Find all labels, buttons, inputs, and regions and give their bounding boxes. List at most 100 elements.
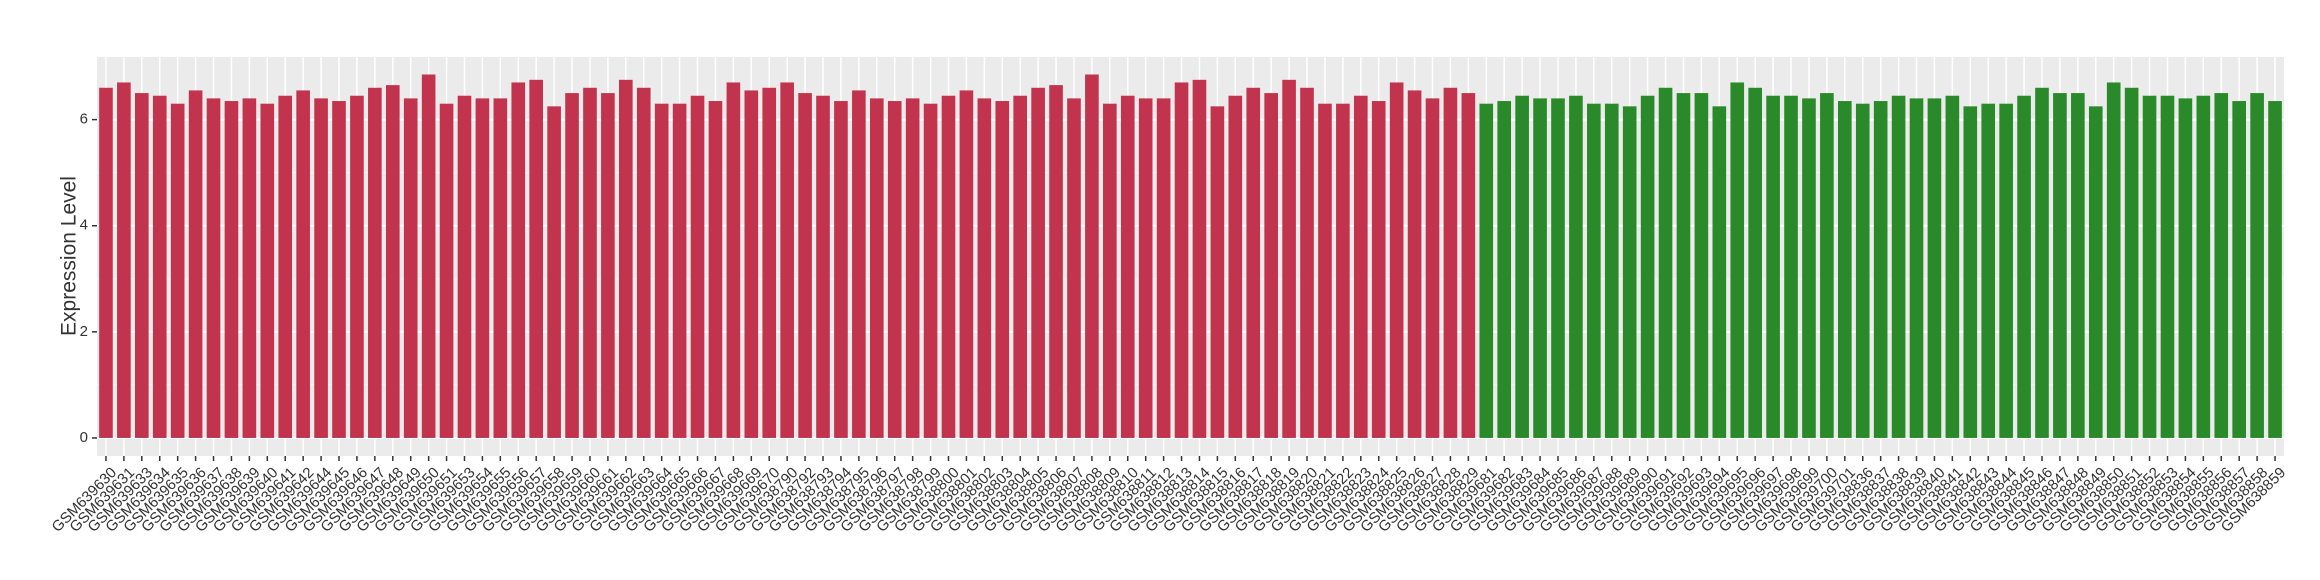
bar (852, 90, 866, 438)
bar (1802, 98, 1816, 438)
bar (1067, 98, 1081, 438)
bar (2178, 98, 2193, 438)
bar (619, 79, 633, 438)
bar (1210, 106, 1225, 438)
bar (1909, 98, 1924, 438)
bar (601, 93, 615, 438)
bar (1353, 95, 1368, 438)
y-axis-label: Expression Level (58, 176, 81, 336)
bar (224, 101, 239, 438)
bar (762, 87, 777, 438)
bar (278, 95, 293, 438)
bar (1587, 103, 1601, 438)
bar (1013, 95, 1028, 438)
bar (1246, 87, 1261, 438)
bar (2142, 95, 2157, 438)
bar (1049, 85, 1063, 438)
bar (1551, 98, 1565, 438)
bar (1425, 98, 1440, 438)
bar (1389, 82, 1404, 438)
bar (2160, 95, 2175, 438)
bar (368, 87, 382, 438)
bar (296, 90, 310, 438)
bar (1533, 98, 1547, 438)
bar (2196, 95, 2211, 438)
bar (708, 101, 723, 438)
bar (2053, 93, 2067, 438)
bar (1461, 93, 1476, 438)
bar (583, 87, 597, 438)
bar (636, 87, 651, 438)
bar (188, 90, 203, 438)
bar (1156, 98, 1171, 438)
bar (1891, 95, 1906, 438)
bar (1658, 87, 1673, 438)
bar (726, 82, 741, 438)
bar (1497, 101, 1512, 438)
bar (350, 95, 364, 438)
bar (2088, 106, 2103, 438)
bar (2268, 101, 2282, 438)
bar (1694, 93, 1709, 438)
bar (1730, 82, 1745, 438)
bar (565, 93, 579, 438)
bar (206, 98, 221, 438)
bar (529, 79, 544, 438)
bar (170, 103, 185, 438)
bar (332, 101, 346, 438)
bar (511, 82, 526, 438)
y-tick-label: 4 (80, 217, 88, 234)
bar (780, 82, 794, 438)
bar (1640, 95, 1655, 438)
bar (1515, 95, 1529, 438)
bar (2035, 87, 2049, 438)
bar (887, 101, 902, 438)
bar (2124, 87, 2139, 438)
bar (457, 95, 472, 438)
bar (547, 106, 561, 438)
bar (135, 93, 149, 438)
bar (744, 90, 759, 438)
bar (1784, 95, 1798, 438)
y-tick-label: 6 (80, 111, 88, 128)
bar (923, 103, 938, 438)
bar (941, 95, 956, 438)
bar (959, 90, 974, 438)
bar (2106, 82, 2121, 438)
bar (152, 95, 167, 438)
bar (1371, 101, 1386, 438)
bar (1031, 87, 1045, 438)
bar (816, 95, 830, 438)
y-tick-label: 0 (80, 429, 88, 446)
bar (1837, 101, 1852, 438)
bar (1712, 106, 1727, 438)
bar (493, 98, 508, 438)
bar (99, 87, 113, 438)
bar (905, 98, 920, 438)
bar (1264, 93, 1278, 438)
bar (798, 93, 812, 438)
bar (654, 103, 669, 438)
bar (314, 98, 328, 438)
bar (1945, 95, 1960, 438)
bar (1407, 90, 1422, 438)
bar (421, 74, 436, 438)
bar (1282, 79, 1296, 438)
bar (2250, 93, 2264, 438)
bar (1300, 87, 1314, 438)
bar (439, 103, 454, 438)
bar (2214, 93, 2229, 438)
bar (403, 98, 418, 438)
bar (1963, 106, 1978, 438)
bar (117, 82, 131, 438)
bar (834, 101, 848, 438)
bar (475, 98, 490, 438)
bar (242, 98, 257, 438)
bar (2232, 101, 2246, 438)
bar (1192, 79, 1207, 438)
bar (2071, 93, 2085, 438)
bar (2017, 95, 2031, 438)
bar (1622, 106, 1637, 438)
bar (1228, 95, 1243, 438)
